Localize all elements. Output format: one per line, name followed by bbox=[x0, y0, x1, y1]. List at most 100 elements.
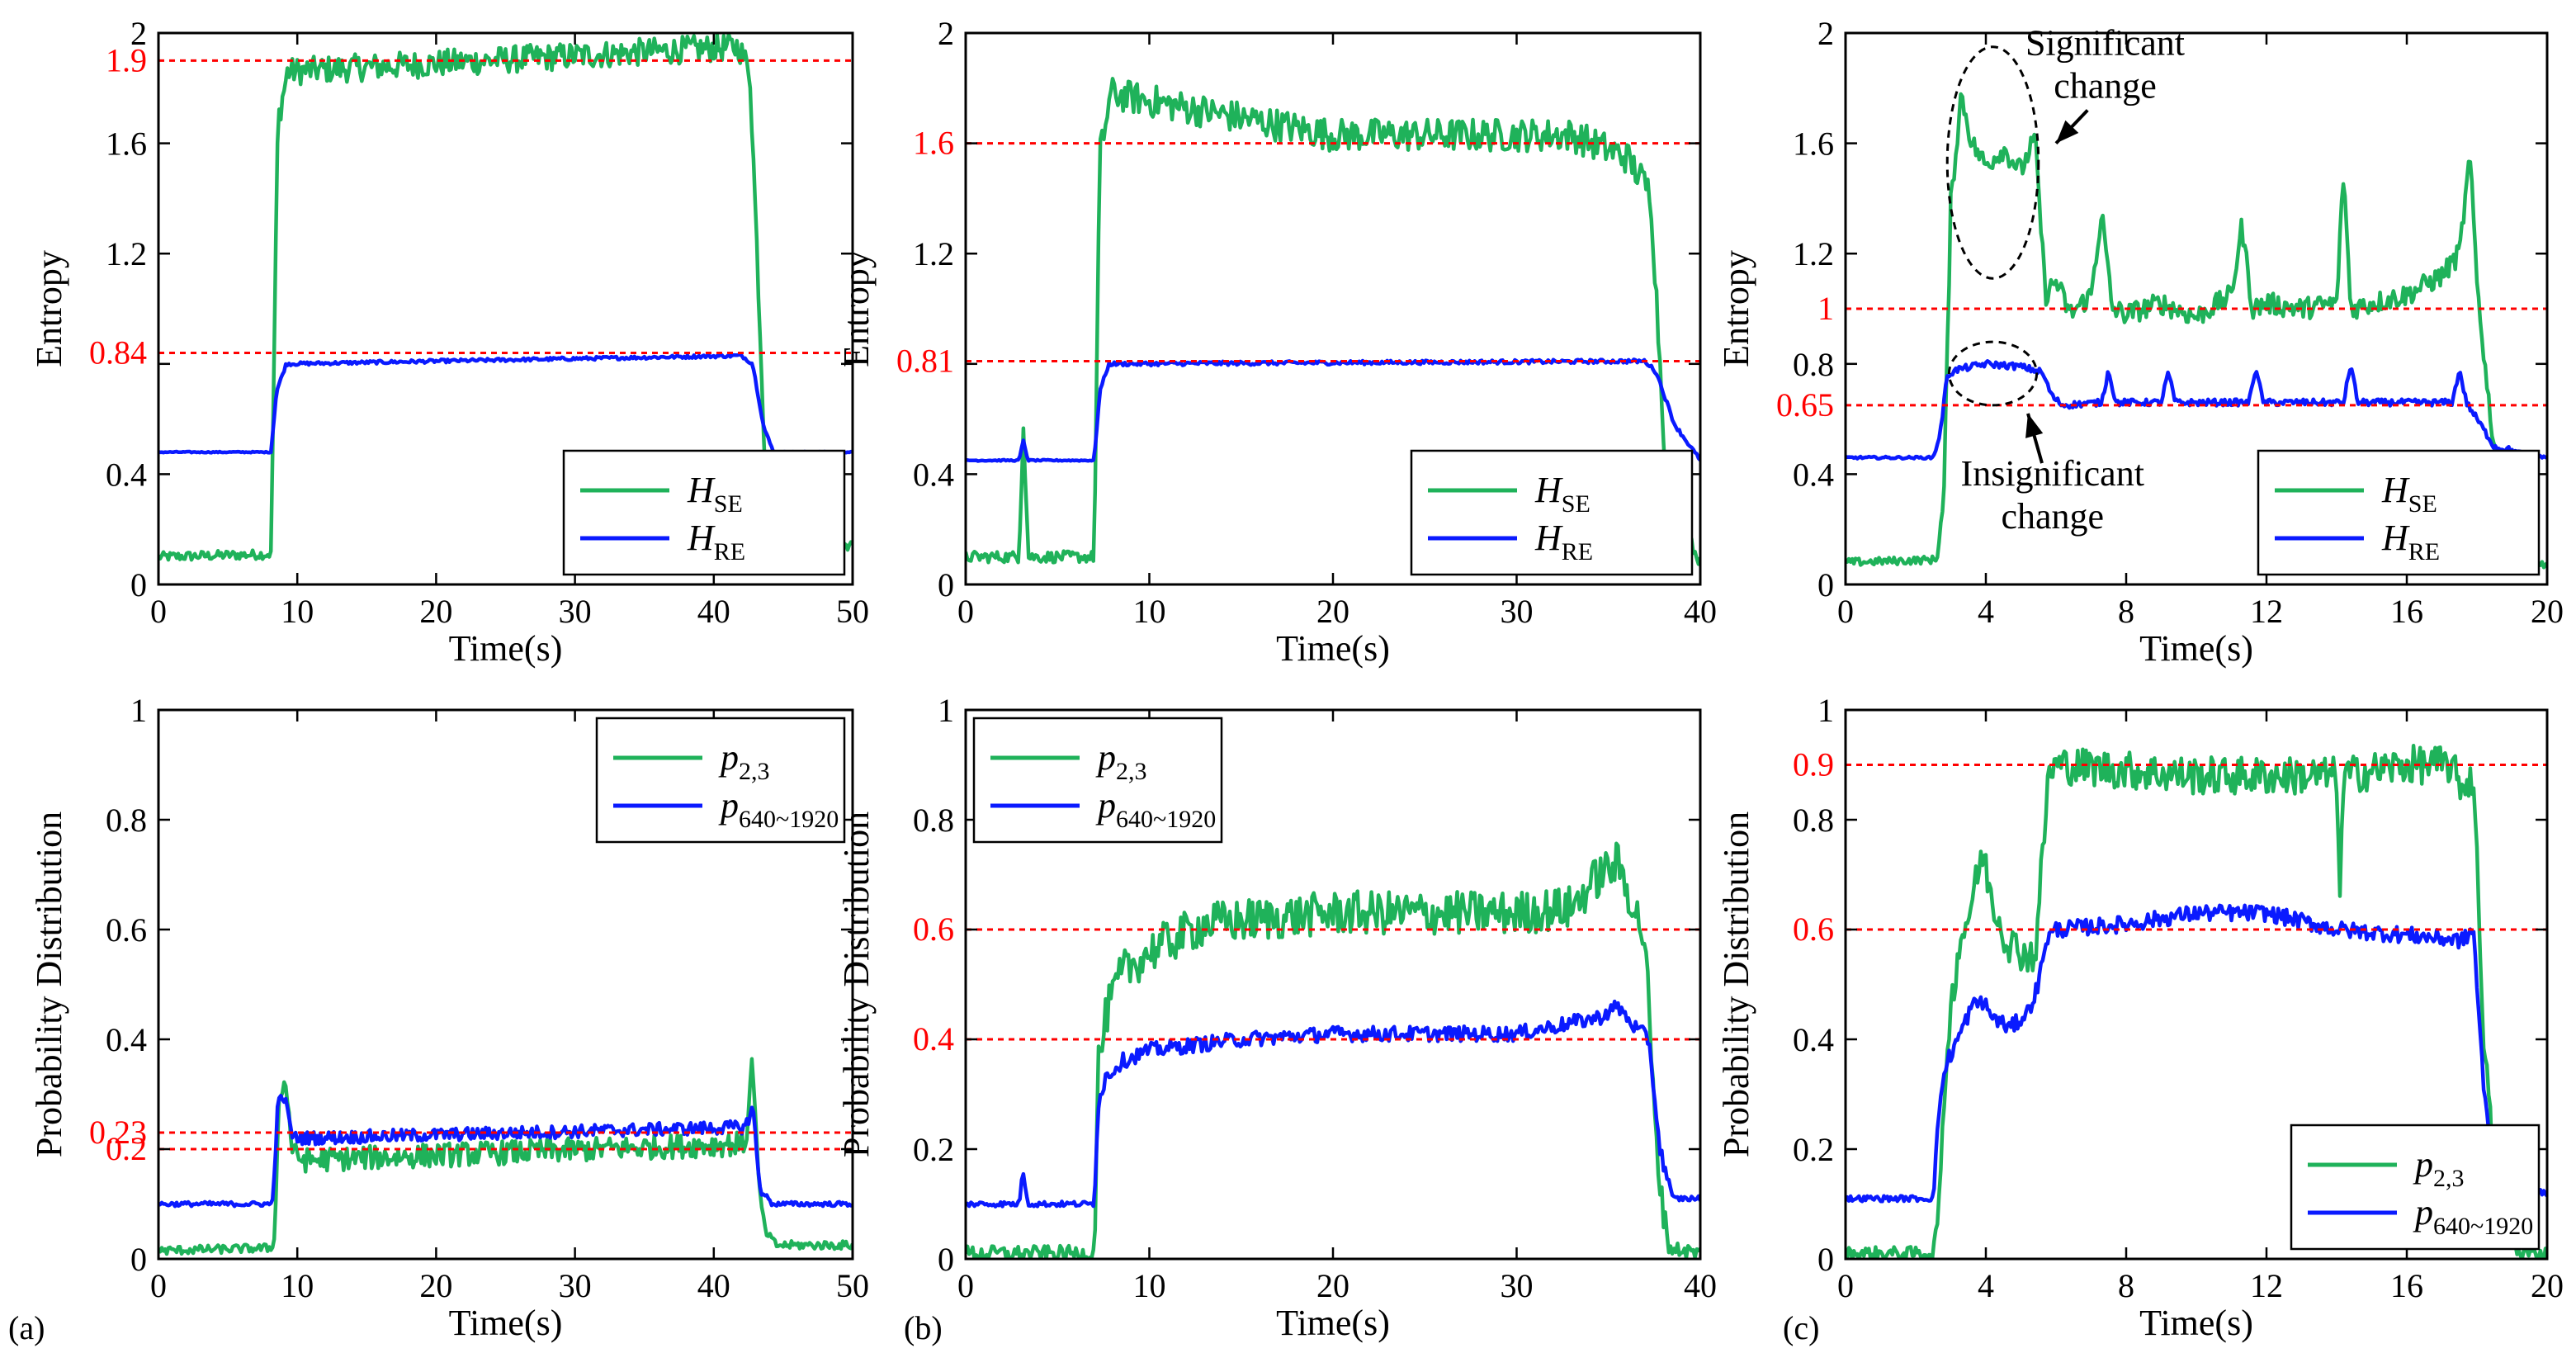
x-tick-label: 0 bbox=[1837, 593, 1854, 630]
chart-c-bottom: 0.9 0.6 0 4 8 12 16 20 0 0.2 0.4 0.8 1 Time(s) Probabi… bbox=[1716, 692, 2564, 1343]
x-tick-label: 0 bbox=[150, 1267, 167, 1304]
y-tick-label: 0.8 bbox=[913, 802, 954, 839]
legend-box bbox=[1410, 449, 1694, 576]
series-group bbox=[158, 33, 853, 562]
reference-line-label: 0.65 bbox=[1776, 386, 1834, 423]
legend-label-symbol: p bbox=[2413, 1192, 2433, 1232]
legend-label: p2,3 bbox=[2413, 1144, 2465, 1192]
axes-frame bbox=[1844, 31, 2549, 586]
legend-label-subscript: 640~1920 bbox=[2433, 1213, 2533, 1240]
x-tick-label: 40 bbox=[1684, 1267, 1717, 1304]
y-tick-label: 0.8 bbox=[106, 802, 147, 839]
series-line-blue bbox=[158, 352, 853, 455]
y-tick-label: 0.4 bbox=[106, 1021, 147, 1058]
legend-label-subscript: SE bbox=[2408, 490, 2437, 518]
x-tick-label: 40 bbox=[697, 1267, 730, 1304]
legend-label: HSE bbox=[2381, 470, 2437, 518]
legend-label: p2,3 bbox=[718, 737, 770, 785]
series-line-blue bbox=[158, 1094, 853, 1209]
legend-label-symbol: H bbox=[1534, 518, 1563, 558]
series-line-blue bbox=[966, 357, 1700, 463]
legend-label-symbol: p bbox=[718, 737, 739, 778]
chart-b-bottom: 0.6 0.4 0 10 20 30 40 0 0.2 0.8 1 Time(s) Probabilit… bbox=[836, 692, 1717, 1343]
y-tick-label: 1 bbox=[938, 692, 954, 729]
x-tick-label: 20 bbox=[419, 593, 452, 630]
legend-label-subscript: 2,3 bbox=[739, 758, 770, 785]
reference-line-label: 0.6 bbox=[1793, 911, 1834, 948]
x-tick-label: 4 bbox=[1978, 1267, 1994, 1304]
reference-line-label: 0.2 bbox=[106, 1130, 147, 1167]
x-tick-label: 4 bbox=[1978, 593, 1994, 630]
y-axis-title: Probability Distribution bbox=[836, 811, 877, 1157]
y-tick-label: 0.2 bbox=[1793, 1131, 1834, 1168]
y-tick-label: 1 bbox=[130, 692, 147, 729]
y-tick-label: 0.4 bbox=[1793, 456, 1834, 493]
x-tick-label: 50 bbox=[836, 1267, 869, 1304]
axes-frame bbox=[157, 708, 854, 1261]
series-line-green bbox=[966, 841, 1700, 1259]
x-axis-title: Time(s) bbox=[449, 1303, 563, 1343]
chart-a-bottom: 0.230.2 0 10 20 30 40 50 0 0.4 0.6 0.8 1 Time(s) Prob… bbox=[29, 692, 869, 1343]
x-tick-label: 30 bbox=[559, 593, 592, 630]
y-axis-title: Probability Distribution bbox=[29, 811, 69, 1157]
reference-line-label: 1 bbox=[1817, 290, 1834, 327]
legend-label-subscript: 640~1920 bbox=[739, 806, 839, 833]
legend-label-subscript: 640~1920 bbox=[1116, 806, 1216, 833]
legend-label-subscript: 2,3 bbox=[2433, 1165, 2465, 1192]
y-tick-label: 0.2 bbox=[913, 1131, 954, 1168]
legend-label-subscript: RE bbox=[714, 538, 745, 565]
x-tick-label: 8 bbox=[2118, 1267, 2134, 1304]
annotation-text: Insignificant bbox=[1961, 453, 2144, 494]
y-tick-label: 0 bbox=[938, 1241, 954, 1278]
panel-label: (c) bbox=[1783, 1309, 1819, 1346]
axes-frame bbox=[157, 31, 854, 586]
legend-label: p640~1920 bbox=[718, 785, 839, 833]
y-tick-label: 1.2 bbox=[106, 235, 147, 272]
series-group bbox=[1846, 744, 2547, 1259]
x-tick-label: 10 bbox=[1133, 1267, 1166, 1304]
series-line-green bbox=[1846, 744, 2547, 1259]
x-tick-label: 20 bbox=[419, 1267, 452, 1304]
series-group bbox=[966, 841, 1700, 1259]
chart-a-top: 1.9 0.84 0 10 20 30 40 50 0 0.4 1.2 1.6 2 Time(s) Entr… bbox=[29, 15, 869, 669]
legend-box bbox=[972, 717, 1223, 844]
y-tick-label: 1 bbox=[1817, 692, 1834, 729]
legend-label-symbol: H bbox=[2381, 470, 2410, 510]
annotation-ellipse bbox=[1945, 45, 2040, 280]
x-tick-label: 10 bbox=[281, 1267, 314, 1304]
x-tick-label: 30 bbox=[559, 1267, 592, 1304]
legend-box bbox=[595, 717, 846, 844]
x-tick-label: 40 bbox=[697, 593, 730, 630]
x-tick-label: 10 bbox=[1133, 593, 1166, 630]
legend-label-subscript: SE bbox=[714, 490, 743, 518]
y-tick-label: 2 bbox=[130, 15, 147, 52]
x-tick-label: 12 bbox=[2250, 1267, 2283, 1304]
x-tick-label: 40 bbox=[1684, 593, 1717, 630]
legend-label-subscript: RE bbox=[2408, 538, 2440, 565]
y-axis-title: Entropy bbox=[1716, 250, 1756, 367]
legend-label: HRE bbox=[2381, 518, 2440, 565]
y-axis-title: Entropy bbox=[29, 250, 69, 367]
y-tick-label: 0 bbox=[130, 1241, 147, 1278]
legend-box bbox=[562, 449, 846, 576]
x-tick-label: 30 bbox=[1501, 1267, 1534, 1304]
annotation-arrow-head bbox=[2025, 413, 2044, 438]
y-tick-label: 0.8 bbox=[1793, 346, 1834, 383]
legend-label-symbol: H bbox=[687, 518, 716, 558]
chart-b-top: 1.6 0.81 0 10 20 30 40 0 0.4 1.2 2 Time(s) Entropy HS… bbox=[836, 15, 1717, 669]
legend-label: p2,3 bbox=[1095, 737, 1147, 785]
panel-label: (a) bbox=[8, 1309, 45, 1346]
legend-label-symbol: H bbox=[2381, 518, 2410, 558]
panel-label: (b) bbox=[904, 1309, 943, 1346]
series-line-blue bbox=[966, 999, 1700, 1209]
y-tick-label: 2 bbox=[1817, 15, 1834, 52]
annotation-text: change bbox=[2054, 66, 2157, 106]
reference-line-label: 0.23 bbox=[89, 1114, 147, 1151]
y-tick-label: 0.4 bbox=[1793, 1021, 1834, 1058]
x-tick-label: 30 bbox=[1501, 593, 1534, 630]
series-line-green bbox=[966, 77, 1700, 566]
legend-label-symbol: p bbox=[1095, 785, 1116, 826]
